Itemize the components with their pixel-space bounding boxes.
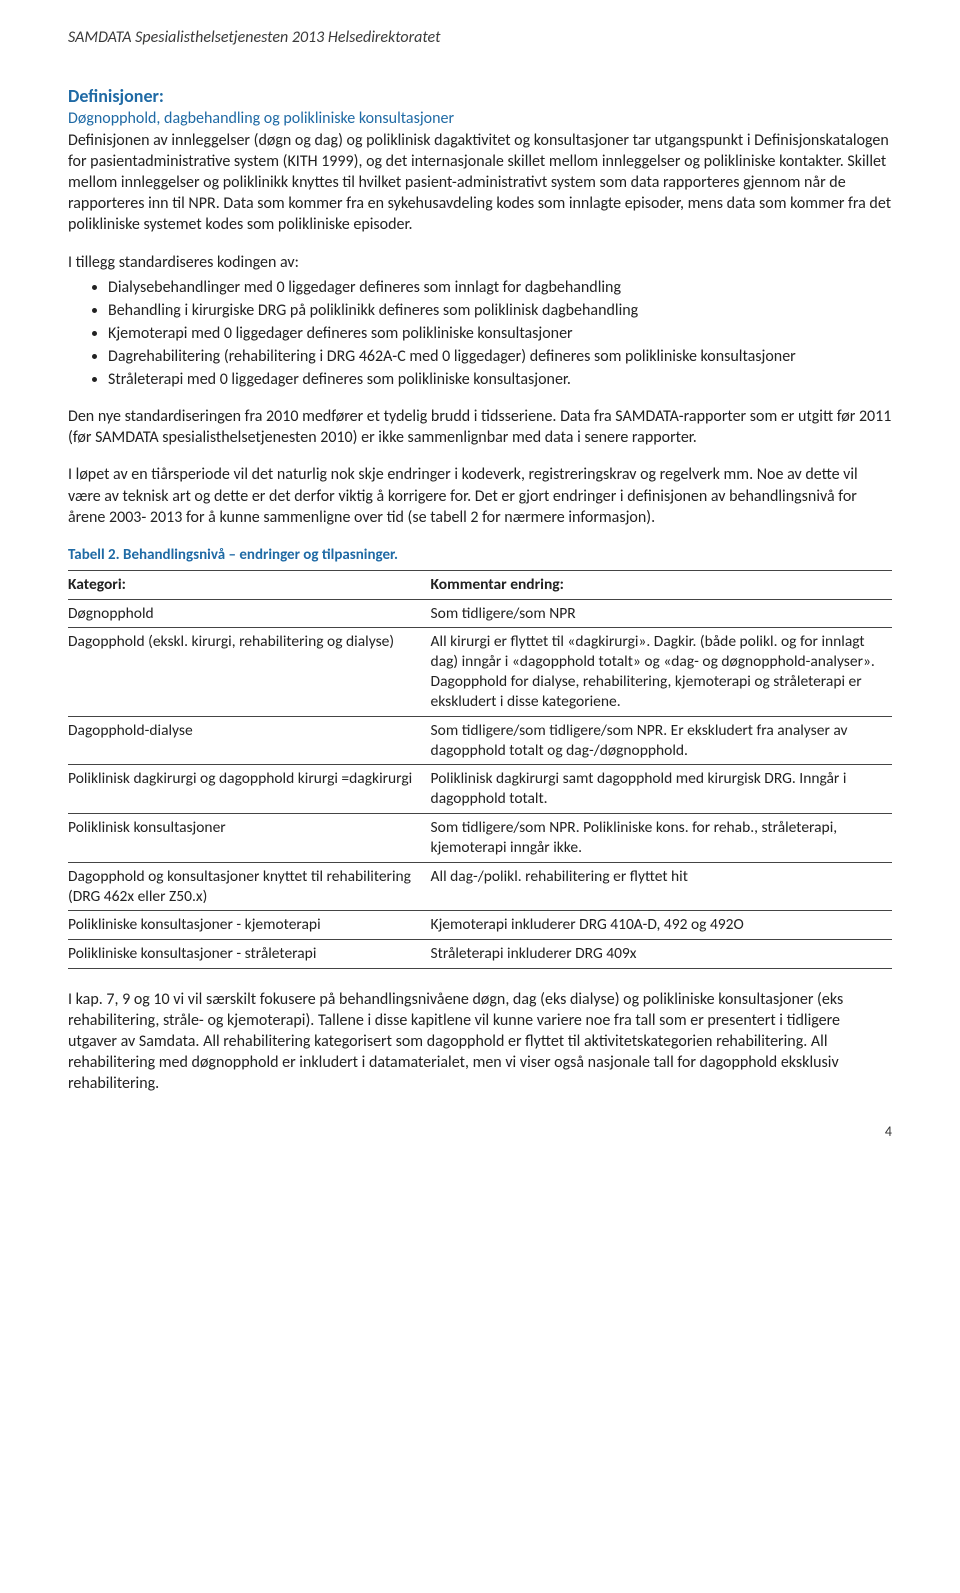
table-cell-comment: Kjemoterapi inkluderer DRG 410A-D, 492 o… (431, 911, 892, 940)
table-cell-comment: All dag-/polikl. rehabilitering er flytt… (431, 862, 892, 911)
paragraph-definitions: Definisjonen av innleggelser (døgn og da… (68, 130, 892, 236)
table-cell-comment: Som tidligere/som tidligere/som NPR. Er … (431, 716, 892, 765)
bullet-list: Dialysebehandlinger med 0 liggedager def… (68, 277, 892, 391)
table-header-comment: Kommentar endring: (431, 570, 892, 599)
table-cell-category: Poliklinisk dagkirurgi og dagopphold kir… (68, 765, 431, 814)
table-cell-category: Poliklinisk konsultasjoner (68, 814, 431, 863)
table-row: Dagopphold og konsultasjoner knyttet til… (68, 862, 892, 911)
table-row: Poliklinisk dagkirurgi og dagopphold kir… (68, 765, 892, 814)
table-cell-comment: All kirurgi er flyttet til «dagkirurgi».… (431, 628, 892, 716)
bullet-item: Behandling i kirurgiske DRG på poliklini… (108, 300, 892, 321)
table-row: Polikliniske konsultasjoner - kjemoterap… (68, 911, 892, 940)
bullet-item: Stråleterapi med 0 liggedager defineres … (108, 369, 892, 390)
section-subheading: Døgnopphold, dagbehandling og poliklinis… (68, 109, 892, 128)
bullet-item: Kjemoterapi med 0 liggedager defineres s… (108, 323, 892, 344)
table-cell-comment: Poliklinisk dagkirurgi samt dagopphold m… (431, 765, 892, 814)
section-heading: Definisjoner: (68, 85, 892, 107)
table-cell-category: Dagopphold (ekskl. kirurgi, rehabiliteri… (68, 628, 431, 716)
table-header-category: Kategori: (68, 570, 431, 599)
document-page: SAMDATA Spesialisthelsetjenesten 2013 He… (0, 0, 960, 1180)
table-cell-comment: Stråleterapi inkluderer DRG 409x (431, 940, 892, 969)
bullet-item: Dialysebehandlinger med 0 liggedager def… (108, 277, 892, 298)
table-cell-category: Dagopphold og konsultasjoner knyttet til… (68, 862, 431, 911)
bullet-item: Dagrehabilitering (rehabilitering i DRG … (108, 346, 892, 367)
definitions-table: Kategori: Kommentar endring: Døgnopphold… (68, 570, 892, 969)
page-number: 4 (68, 1123, 892, 1140)
table-cell-category: Polikliniske konsultasjoner - stråletera… (68, 940, 431, 969)
table-row: Dagopphold (ekskl. kirurgi, rehabiliteri… (68, 628, 892, 716)
table-row: Dagopphold-dialyse Som tidligere/som tid… (68, 716, 892, 765)
table-row: Poliklinisk konsultasjoner Som tidligere… (68, 814, 892, 863)
running-header: SAMDATA Spesialisthelsetjenesten 2013 He… (68, 28, 892, 47)
table-cell-category: Dagopphold-dialyse (68, 716, 431, 765)
table-cell-category: Døgnopphold (68, 599, 431, 628)
paragraph-series-break: Den nye standardiseringen fra 2010 medfø… (68, 406, 892, 448)
table-header-row: Kategori: Kommentar endring: (68, 570, 892, 599)
paragraph-closing: I kap. 7, 9 og 10 vi vil særskilt fokuse… (68, 989, 892, 1095)
table-caption: Tabell 2. Behandlingsnivå – endringer og… (68, 546, 892, 564)
table-cell-category: Polikliniske konsultasjoner - kjemoterap… (68, 911, 431, 940)
table-cell-comment: Som tidligere/som NPR (431, 599, 892, 628)
paragraph-changes: I løpet av en tiårsperiode vil det natur… (68, 464, 892, 527)
table-row: Døgnopphold Som tidligere/som NPR (68, 599, 892, 628)
table-cell-comment: Som tidligere/som NPR. Polikliniske kons… (431, 814, 892, 863)
bullets-intro: I tillegg standardiseres kodingen av: (68, 252, 892, 273)
table-row: Polikliniske konsultasjoner - stråletera… (68, 940, 892, 969)
